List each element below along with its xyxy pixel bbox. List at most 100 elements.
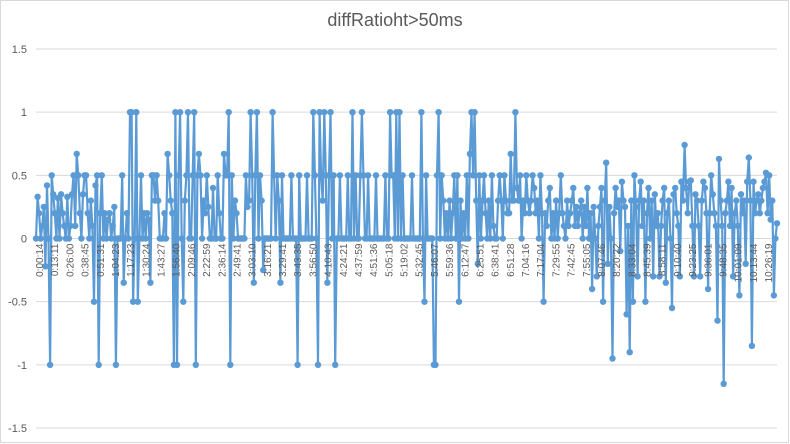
data-point	[173, 361, 181, 368]
data-point	[225, 109, 232, 116]
data-point	[681, 141, 688, 149]
data-point	[672, 184, 679, 192]
data-point	[753, 197, 760, 204]
data-point	[308, 235, 315, 242]
data-point	[631, 172, 638, 179]
x-tick-label: 2:22:59	[202, 243, 213, 277]
data-point	[679, 197, 687, 204]
data-point	[253, 109, 261, 116]
data-point	[32, 235, 40, 242]
data-point	[513, 184, 521, 192]
data-point	[344, 172, 351, 179]
data-point	[748, 342, 756, 350]
data-point	[719, 222, 726, 230]
data-point	[576, 210, 583, 217]
data-point	[119, 172, 126, 179]
data-point	[606, 203, 613, 211]
data-point	[501, 172, 508, 179]
data-point	[653, 222, 660, 230]
data-point	[332, 361, 339, 368]
data-point	[255, 235, 262, 242]
data-point	[178, 235, 185, 242]
data-point	[247, 109, 254, 116]
data-point	[711, 210, 718, 217]
data-point	[736, 292, 743, 299]
data-point	[656, 273, 663, 280]
data-point	[667, 235, 674, 242]
data-point	[175, 172, 182, 179]
x-tick-label: 9:48:35	[718, 243, 729, 277]
data-point	[155, 197, 162, 204]
data-point	[706, 210, 713, 217]
x-tick-label: 3:56:50	[308, 243, 319, 277]
data-point	[733, 197, 740, 204]
data-point	[507, 150, 514, 158]
data-point	[767, 216, 774, 223]
data-point	[120, 279, 127, 286]
data-point	[214, 172, 221, 179]
data-point	[198, 235, 206, 242]
data-point	[620, 197, 627, 204]
data-point	[529, 172, 536, 179]
data-point	[773, 220, 781, 227]
x-tick-label: 1:56:40	[172, 243, 183, 277]
data-point	[659, 197, 666, 204]
data-point	[396, 109, 403, 116]
data-point	[435, 109, 442, 116]
data-point	[516, 172, 524, 179]
data-point	[161, 210, 168, 217]
x-tick-label: 10:01:09	[734, 243, 745, 282]
x-tick-label: 7:55:05	[582, 243, 593, 277]
data-point	[382, 172, 389, 179]
data-point	[272, 235, 279, 242]
data-point	[145, 216, 152, 223]
data-point	[93, 172, 101, 179]
x-tick-label: 4:37:59	[354, 243, 365, 277]
data-point	[527, 197, 535, 204]
y-tick-label: 1.5	[12, 44, 27, 56]
data-point	[245, 197, 253, 204]
data-point	[744, 178, 751, 185]
data-point	[505, 210, 513, 217]
data-point	[518, 235, 525, 242]
data-point	[673, 210, 680, 217]
data-point	[618, 178, 626, 185]
data-point	[469, 172, 477, 179]
data-point	[275, 197, 282, 204]
data-point	[325, 172, 333, 179]
data-point	[473, 197, 480, 204]
data-point	[419, 235, 427, 242]
x-tick-label: 7:42:45	[567, 243, 578, 277]
data-point	[651, 191, 658, 198]
data-point	[106, 210, 113, 217]
data-point	[203, 172, 210, 179]
data-point	[463, 172, 470, 179]
data-point	[180, 298, 187, 305]
data-point	[319, 197, 326, 204]
data-point	[70, 172, 77, 179]
data-point	[68, 191, 76, 198]
data-point	[39, 222, 46, 230]
data-point	[540, 298, 547, 305]
data-point	[607, 235, 615, 242]
data-point	[189, 172, 196, 179]
data-point	[545, 197, 552, 204]
data-point	[443, 210, 450, 217]
data-point	[698, 197, 705, 204]
data-point	[701, 184, 709, 192]
x-tick-label: 0:26:00	[65, 243, 76, 277]
data-point	[546, 184, 553, 192]
x-tick-label: 1:17:23	[126, 243, 137, 277]
data-point	[202, 210, 209, 217]
data-point	[92, 182, 99, 189]
data-point	[296, 172, 303, 179]
x-tick-label: 6:51:28	[506, 243, 517, 277]
x-tick-label: 0:38:45	[81, 243, 92, 277]
data-point	[260, 266, 267, 274]
data-point	[455, 298, 463, 305]
data-point	[231, 197, 239, 204]
data-point	[637, 178, 644, 185]
data-point	[740, 197, 748, 204]
x-tick-label: 8:33:04	[627, 243, 638, 277]
data-point	[164, 150, 171, 158]
